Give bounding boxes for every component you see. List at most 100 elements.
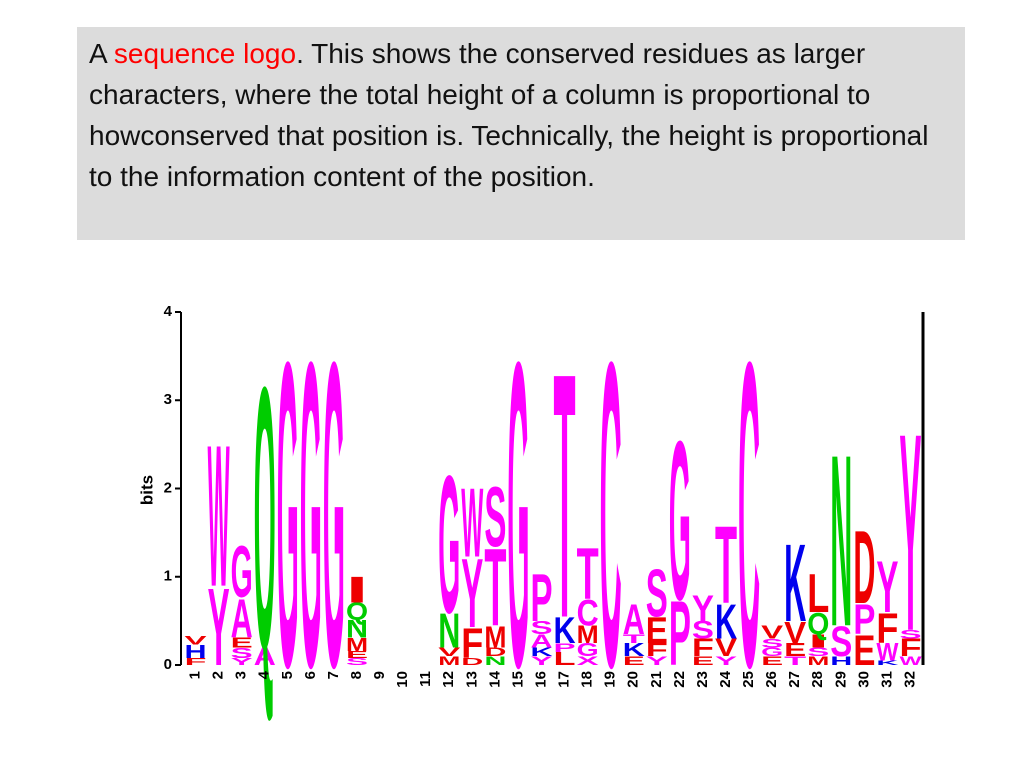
residue-letter: A: [231, 588, 253, 649]
residue-letter: Y: [715, 654, 737, 668]
residue: Y: [231, 656, 253, 667]
residue: Y: [530, 654, 552, 668]
x-tick-label: 13: [463, 671, 480, 688]
residue: D: [461, 656, 483, 667]
residue-letter: K: [715, 594, 737, 649]
residue: W: [208, 403, 230, 629]
residue-letter: T: [577, 533, 599, 615]
x-tick-label: 20: [625, 671, 642, 688]
residue-letter: G: [669, 394, 691, 648]
x-tick-label: 21: [648, 671, 665, 688]
residue: Y: [899, 375, 921, 690]
x-tick-label: 11: [417, 671, 434, 687]
residue: Q: [254, 309, 276, 727]
residue-letter: V: [185, 634, 207, 648]
residue-letter: N: [484, 654, 506, 668]
x-tick-label: 31: [878, 671, 895, 688]
residue-letter: H: [185, 642, 207, 662]
x-tick-label: 3: [233, 671, 250, 679]
residue-letter: W: [876, 639, 898, 666]
residue-letter: E: [784, 640, 806, 660]
residue-letter: Q: [254, 309, 276, 727]
residue: G: [761, 645, 783, 659]
x-tick-label: 15: [509, 671, 526, 688]
residue-letter: S: [761, 637, 783, 651]
residue-letter: A: [254, 643, 276, 670]
y-tick-label: 2: [164, 479, 172, 496]
residue: G: [300, 271, 322, 758]
residue-letter: C: [600, 271, 622, 758]
residue-letter: F: [876, 604, 898, 652]
residue-letter: Y: [208, 567, 230, 690]
residue: D: [853, 509, 875, 625]
residue-letter: S: [530, 618, 552, 638]
residue: H: [185, 642, 207, 662]
residue: T: [623, 632, 645, 646]
residue: S: [761, 637, 783, 651]
x-tick-label: 23: [694, 671, 711, 688]
residue: M: [484, 620, 506, 654]
residue-letter: S: [231, 645, 253, 661]
residue: F: [899, 634, 921, 661]
residue: A: [231, 588, 253, 649]
residue: F: [692, 634, 714, 661]
caption-box: A sequence logo. This shows the conserve…: [77, 27, 965, 240]
residue: V: [761, 622, 783, 642]
x-tick-label: 24: [717, 670, 734, 687]
residue-letter: Y: [231, 656, 253, 667]
residue: F: [461, 619, 483, 667]
y-tick-label: 0: [164, 656, 172, 673]
residue: G: [323, 271, 345, 758]
residue-letter: G: [438, 434, 460, 653]
residue-letter: K: [623, 640, 645, 660]
residue-letter: P: [669, 583, 691, 685]
residue: M: [346, 635, 368, 655]
residue: L: [554, 649, 576, 669]
residue-letter: Y: [876, 546, 898, 628]
residue-letter: F: [692, 634, 714, 661]
residue-letter: K: [554, 610, 576, 651]
residue-letter: G: [761, 645, 783, 659]
caption-highlight: sequence logo: [113, 38, 297, 69]
residue: P: [669, 583, 691, 685]
residue-letter: G: [277, 271, 299, 758]
residue-letter: G: [507, 271, 529, 758]
residue-letter: G: [231, 531, 253, 613]
residue: P: [853, 596, 875, 644]
residue-letter: T: [715, 505, 737, 628]
residue: H: [830, 654, 852, 668]
residue-letter: N: [830, 404, 852, 678]
residue: T: [715, 505, 737, 628]
residue: E: [346, 649, 368, 660]
residue: M: [438, 654, 460, 668]
residue-letter: G: [323, 271, 345, 758]
x-tick-label: 4: [256, 670, 273, 679]
residue-letter: E: [692, 654, 714, 668]
residue: S: [231, 645, 253, 661]
residue: W: [899, 654, 921, 668]
residue-letter: Y: [646, 654, 668, 668]
residue-letter: L: [554, 649, 576, 669]
residue-letter: Y: [899, 375, 921, 690]
residue-letter: A: [530, 631, 552, 651]
y-tick-label: 3: [164, 391, 172, 408]
residue: M: [577, 621, 599, 648]
x-tick-label: 17: [556, 671, 573, 688]
residue-letter: C: [577, 592, 599, 633]
residue-letter: Y: [692, 588, 714, 629]
x-tick-label: 6: [302, 671, 319, 679]
residue: C: [600, 271, 622, 758]
residue: P: [530, 561, 552, 636]
residue: C: [738, 271, 760, 758]
residue-letter: E: [623, 654, 645, 668]
residue: G: [507, 271, 529, 758]
residue: K: [715, 594, 737, 649]
caption-text: A: [89, 38, 114, 69]
residue: V: [715, 634, 737, 661]
residue-letter: Y: [530, 654, 552, 668]
residue-letter: F: [646, 640, 668, 660]
residue-letter: L: [807, 563, 829, 624]
x-tick-label: 27: [786, 671, 803, 688]
residue: Y: [461, 538, 483, 648]
